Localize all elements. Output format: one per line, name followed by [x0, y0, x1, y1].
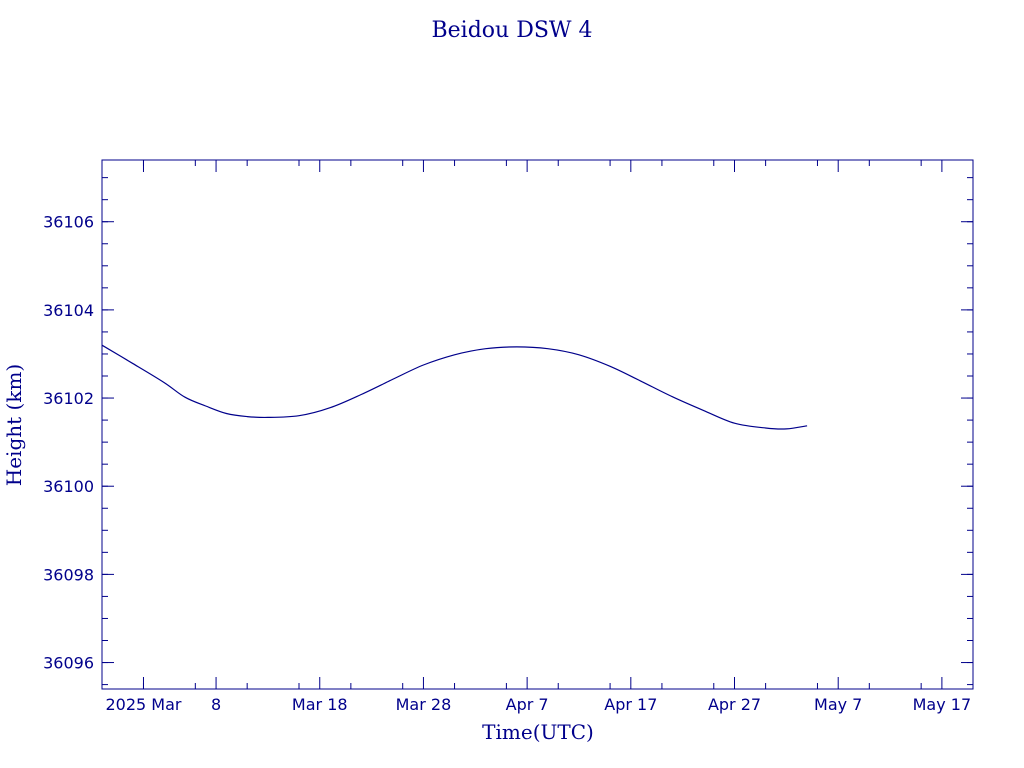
chart-title: Beidou DSW 4 — [431, 18, 592, 43]
x-tick-labels: 2025 Mar 8 Mar 18 Mar 28 Apr 7 Apr 17 Apr 27 Ma… — [105, 695, 971, 714]
y-tick-label: 36104 — [43, 301, 94, 320]
y-tick-label: 36102 — [43, 389, 94, 408]
x-tick-label: Apr 17 — [604, 695, 657, 714]
y-axis-label: Height (km) — [2, 364, 26, 486]
x-tick-label: May 17 — [913, 695, 972, 714]
y-tick-label: 36106 — [43, 213, 94, 232]
y-tick-label: 36096 — [43, 654, 94, 673]
y-tick-label: 36098 — [43, 565, 94, 584]
x-tick-label: Apr 7 — [506, 695, 549, 714]
x-tick-label: Apr 27 — [708, 695, 761, 714]
x-tick-label: Mar 28 — [396, 695, 452, 714]
x-tick-label: Mar 18 — [292, 695, 348, 714]
y-tick-label: 36100 — [43, 477, 94, 496]
x-tick-label: 8 — [211, 695, 221, 714]
x-axis-label: Time(UTC) — [482, 720, 594, 744]
series-layer — [101, 344, 808, 430]
plot-frame — [101, 159, 974, 690]
x-tick-label: 2025 Mar — [105, 695, 181, 714]
x-tick-label: May 7 — [814, 695, 862, 714]
series-line — [101, 344, 808, 430]
axis-ticks — [102, 160, 974, 689]
y-tick-labels: 36096 36098 36100 36102 36104 36106 — [43, 213, 94, 673]
